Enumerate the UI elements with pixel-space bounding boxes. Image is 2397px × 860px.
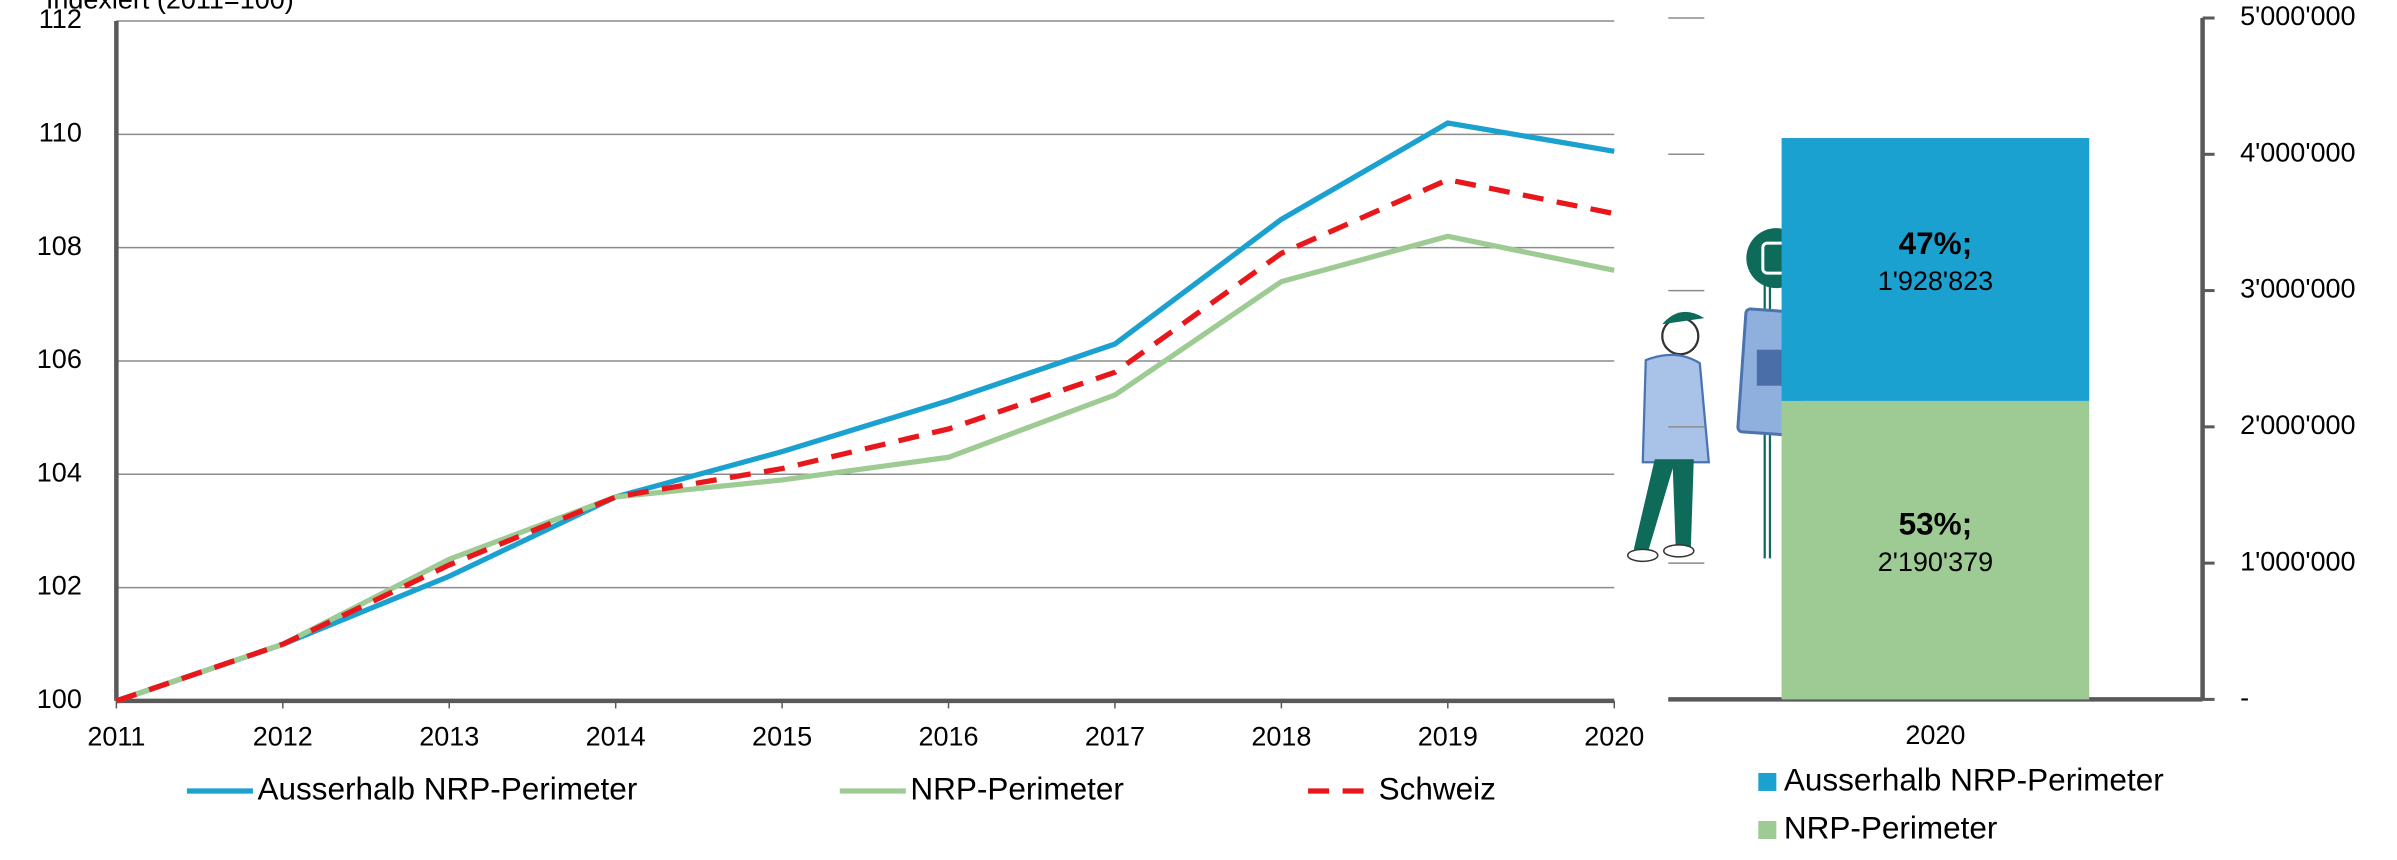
x-tick-label: 2012 bbox=[253, 722, 313, 752]
x-tick-label: 2013 bbox=[419, 722, 479, 752]
y-axis-label: Indexiert (2011=100) bbox=[46, 0, 294, 15]
value-label: 2'190'379 bbox=[1878, 547, 1993, 577]
x-tick-label: 2016 bbox=[918, 722, 978, 752]
share-label: 53%; bbox=[1899, 505, 1973, 541]
y-tick-label: - bbox=[2240, 683, 2249, 713]
y-tick-label: 104 bbox=[37, 457, 82, 487]
legend-swatch bbox=[1758, 820, 1777, 839]
series-line bbox=[115, 233, 1615, 704]
x-tick-label: 2018 bbox=[1251, 722, 1311, 752]
y-tick-label: 102 bbox=[37, 571, 82, 601]
y-tick-label: 110 bbox=[39, 117, 82, 147]
illustration bbox=[1626, 228, 1808, 563]
y-tick-label: 108 bbox=[37, 231, 82, 261]
y-tick-label: 112 bbox=[39, 4, 82, 34]
y-tick-label: 2'000'000 bbox=[2240, 410, 2355, 440]
x-tick-label: 2020 bbox=[1584, 722, 1644, 752]
x-tick-label: 2020 bbox=[1905, 720, 1965, 750]
y-tick-label: 4'000'000 bbox=[2240, 137, 2355, 167]
x-tick-label: 2011 bbox=[87, 722, 145, 752]
legend-label: NRP-Perimeter bbox=[910, 770, 1124, 806]
legend-label: NRP-Perimeter bbox=[1784, 809, 1998, 845]
legend-label: Ausserhalb NRP-Perimeter bbox=[257, 770, 637, 806]
value-label: 1'928'823 bbox=[1878, 266, 1993, 296]
x-tick-label: 2015 bbox=[752, 722, 812, 752]
bar-segment bbox=[1781, 138, 2090, 401]
legend-label: Ausserhalb NRP-Perimeter bbox=[1784, 761, 2164, 797]
x-tick-label: 2014 bbox=[586, 722, 646, 752]
bar-segment bbox=[1781, 400, 2090, 700]
legend-swatch bbox=[1758, 772, 1777, 791]
y-tick-label: 3'000'000 bbox=[2240, 274, 2355, 304]
share-label: 47%; bbox=[1899, 225, 1973, 261]
y-tick-label: 1'000'000 bbox=[2240, 546, 2355, 576]
x-tick-label: 2017 bbox=[1085, 722, 1145, 752]
x-tick-label: 2019 bbox=[1418, 722, 1478, 752]
series-line bbox=[115, 120, 1615, 704]
y-tick-label: 106 bbox=[37, 344, 82, 374]
y-tick-label: 5'000'000 bbox=[2240, 1, 2355, 31]
y-tick-label: 100 bbox=[37, 684, 82, 714]
series-line bbox=[115, 176, 1615, 704]
legend-label: Schweiz bbox=[1379, 770, 1496, 806]
